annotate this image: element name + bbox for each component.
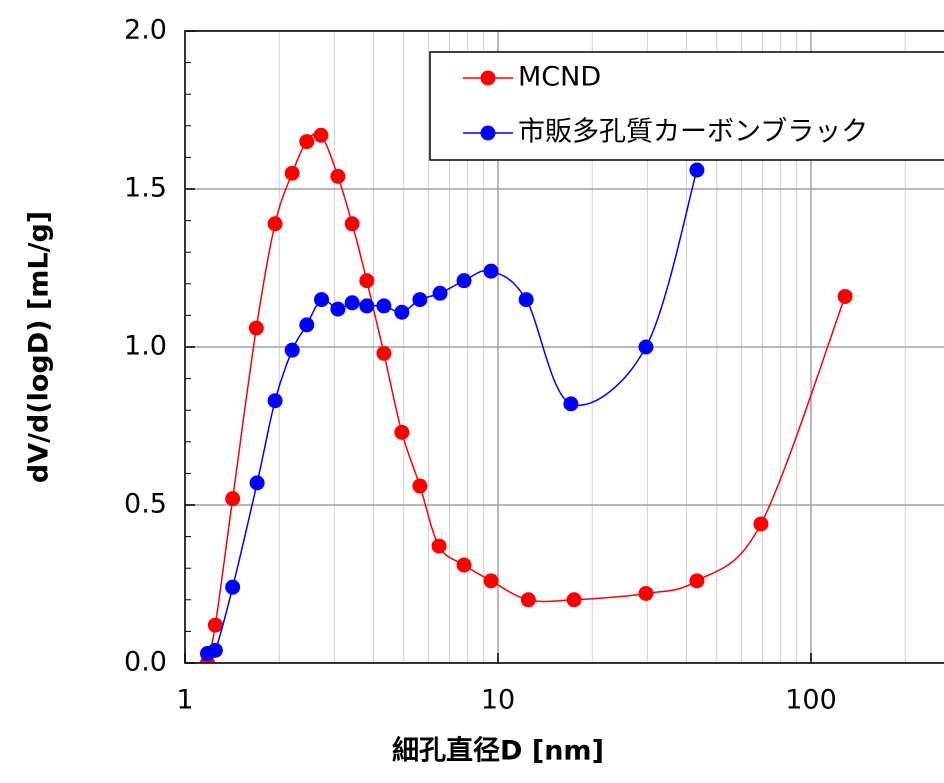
data-point: [267, 393, 283, 409]
x-tick-label: 1: [176, 685, 193, 716]
plot-area: [199, 127, 853, 663]
data-point: [412, 478, 428, 494]
data-point: [225, 579, 241, 595]
data-point: [638, 339, 654, 355]
legend-label: MCND: [518, 62, 601, 93]
data-point: [249, 475, 265, 491]
data-point: [376, 298, 392, 314]
data-point: [432, 285, 448, 301]
data-point: [456, 273, 472, 289]
y-tick-label: 0.0: [124, 647, 167, 678]
y-tick-label: 0.5: [124, 489, 167, 520]
data-point: [431, 538, 447, 554]
x-tick-label: 100: [785, 685, 837, 716]
data-point: [689, 573, 705, 589]
data-point: [483, 573, 499, 589]
data-point: [330, 168, 346, 184]
x-tick-label: 10: [481, 685, 515, 716]
data-point: [412, 292, 428, 308]
series-line: [206, 132, 846, 663]
data-point: [376, 345, 392, 361]
data-point: [225, 491, 241, 507]
legend: MCND 市販多孔質カーボンブラック: [429, 51, 944, 161]
y-tick-label: 1.5: [124, 173, 167, 204]
data-point: [344, 216, 360, 232]
data-point: [267, 216, 283, 232]
data-point: [483, 263, 499, 279]
data-point: [566, 592, 582, 608]
data-point: [518, 292, 534, 308]
data-point: [837, 288, 853, 304]
axes: 0.0 0.5 1.0 1.5 2.0 1 10 100: [124, 15, 837, 716]
data-point: [314, 292, 330, 308]
data-point: [753, 516, 769, 532]
legend-box: [429, 51, 944, 161]
y-axis-label: dV/d(logD) [mL/g]: [24, 211, 55, 483]
data-point: [689, 162, 705, 178]
data-point: [344, 295, 360, 311]
data-point: [284, 165, 300, 181]
legend-label: 市販多孔質カーボンブラック: [518, 117, 868, 148]
legend-marker: [480, 125, 496, 141]
data-point: [359, 298, 375, 314]
data-point: [394, 304, 410, 320]
series-line: [206, 169, 698, 657]
data-point: [284, 342, 300, 358]
legend-marker: [480, 70, 496, 86]
data-point: [248, 320, 264, 336]
data-point: [207, 617, 223, 633]
data-point: [313, 127, 329, 143]
data-point: [520, 592, 536, 608]
data-point: [299, 317, 315, 333]
data-point: [359, 273, 375, 289]
data-point: [207, 642, 223, 658]
data-point: [638, 585, 654, 601]
data-point: [299, 134, 315, 150]
x-axis-label: 細孔直径D [nm]: [392, 736, 604, 767]
data-point: [394, 424, 410, 440]
data-point: [330, 301, 346, 317]
data-point: [456, 557, 472, 573]
y-tick-label: 1.0: [124, 331, 167, 362]
data-point: [563, 396, 579, 412]
y-tick-label: 2.0: [124, 15, 167, 46]
